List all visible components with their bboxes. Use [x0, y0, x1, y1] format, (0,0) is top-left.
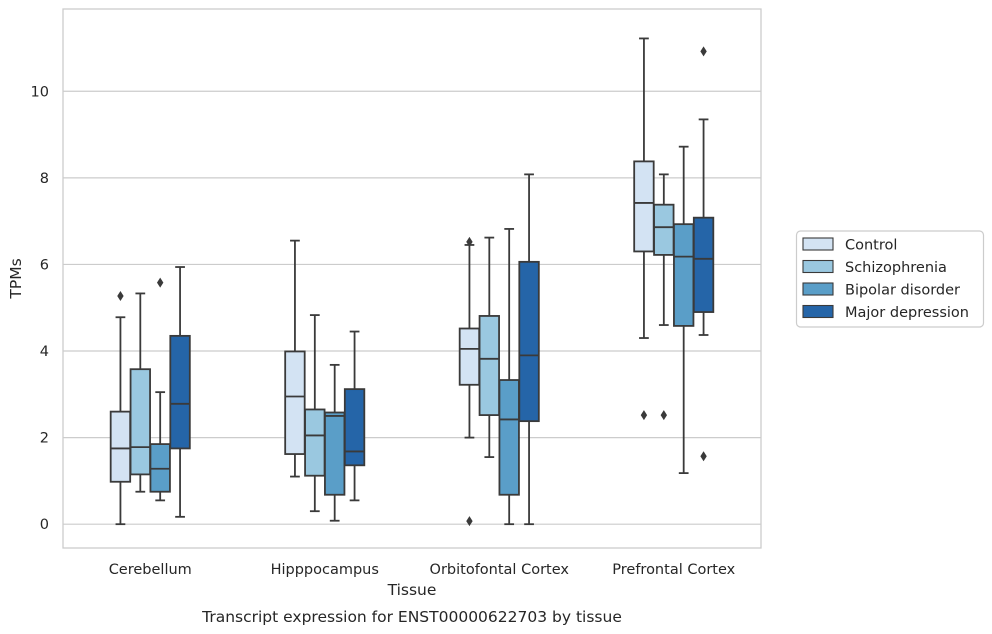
x-tick-label: Cerebellum: [109, 562, 192, 578]
legend-swatch: [802, 259, 834, 274]
iqr-box: [673, 223, 695, 327]
iqr-box: [304, 408, 326, 477]
legend-swatch: [802, 282, 834, 296]
iqr-box: [343, 388, 366, 467]
legend-label: Major depression: [845, 305, 969, 321]
box-bipolar-disorder: [149, 277, 171, 502]
legend-frame: [795, 230, 985, 328]
legend-label: Control: [845, 238, 897, 254]
box-schizophrenia: [304, 314, 326, 513]
x-tick-label: Prefrontal Cortex: [612, 562, 735, 578]
box-bipolar-disorder: [324, 363, 346, 522]
legend-swatch: [802, 237, 834, 251]
iqr-box: [129, 368, 151, 476]
box-bipolar-disorder: [673, 145, 695, 475]
y-tick-label: 2: [40, 431, 49, 447]
box-major-depression: [518, 173, 540, 526]
iqr-box: [478, 315, 500, 416]
x-tick-label: Orbitofontal Cortex: [430, 562, 570, 578]
y-tick-label: 6: [40, 257, 49, 273]
iqr-box: [458, 327, 481, 386]
y-axis-title: TPMs: [7, 258, 25, 299]
plot-frame: [62, 8, 762, 549]
legend-swatch: [802, 304, 834, 319]
y-tick-label: 8: [40, 171, 49, 187]
outlier-point: [640, 410, 648, 421]
box-control: [458, 236, 481, 527]
tick-labels: 0 2 4 6 8 10 Cerebellum Hipppocampus Orbitofonta…: [31, 84, 736, 578]
iqr-box: [518, 260, 540, 423]
x-tick-label: Hipppocampus: [271, 562, 379, 578]
outlier-point: [156, 277, 164, 288]
outlier-point: [117, 291, 124, 302]
chart-caption: Transcript expression for ENST0000062270…: [201, 608, 622, 626]
legend-label: Bipolar disorder: [845, 283, 960, 299]
outlier-point: [700, 46, 707, 57]
box-major-depression: [169, 266, 191, 518]
box-schizophrenia: [478, 236, 500, 458]
iqr-box: [692, 216, 715, 313]
box-control: [109, 291, 132, 526]
legend: Control Schizophrenia Bipolar disorder Majo…: [795, 230, 985, 328]
box-control: [284, 239, 306, 478]
box-major-depression: [343, 330, 366, 502]
iqr-box: [109, 410, 132, 483]
y-tick-label: 4: [40, 344, 49, 360]
outlier-point: [466, 516, 473, 527]
iqr-box: [324, 411, 346, 496]
outlier-point: [660, 410, 668, 421]
iqr-box: [169, 334, 191, 450]
iqr-box: [284, 350, 306, 455]
outlier-point: [466, 236, 473, 247]
box-schizophrenia: [129, 292, 151, 493]
legend-label: Schizophrenia: [845, 260, 947, 276]
box-major-depression: [692, 46, 715, 462]
outlier-point: [700, 451, 707, 462]
iqr-box: [633, 160, 655, 253]
y-tick-label: 0: [40, 517, 49, 533]
iqr-box: [498, 379, 520, 496]
y-tick-label: 10: [31, 84, 49, 100]
box-plot-marks: [109, 37, 715, 527]
box-control: [633, 37, 655, 421]
box-schizophrenia: [653, 173, 675, 421]
x-axis-title: Tissue: [387, 581, 437, 599]
box-bipolar-disorder: [498, 228, 520, 526]
iqr-box: [653, 203, 675, 256]
